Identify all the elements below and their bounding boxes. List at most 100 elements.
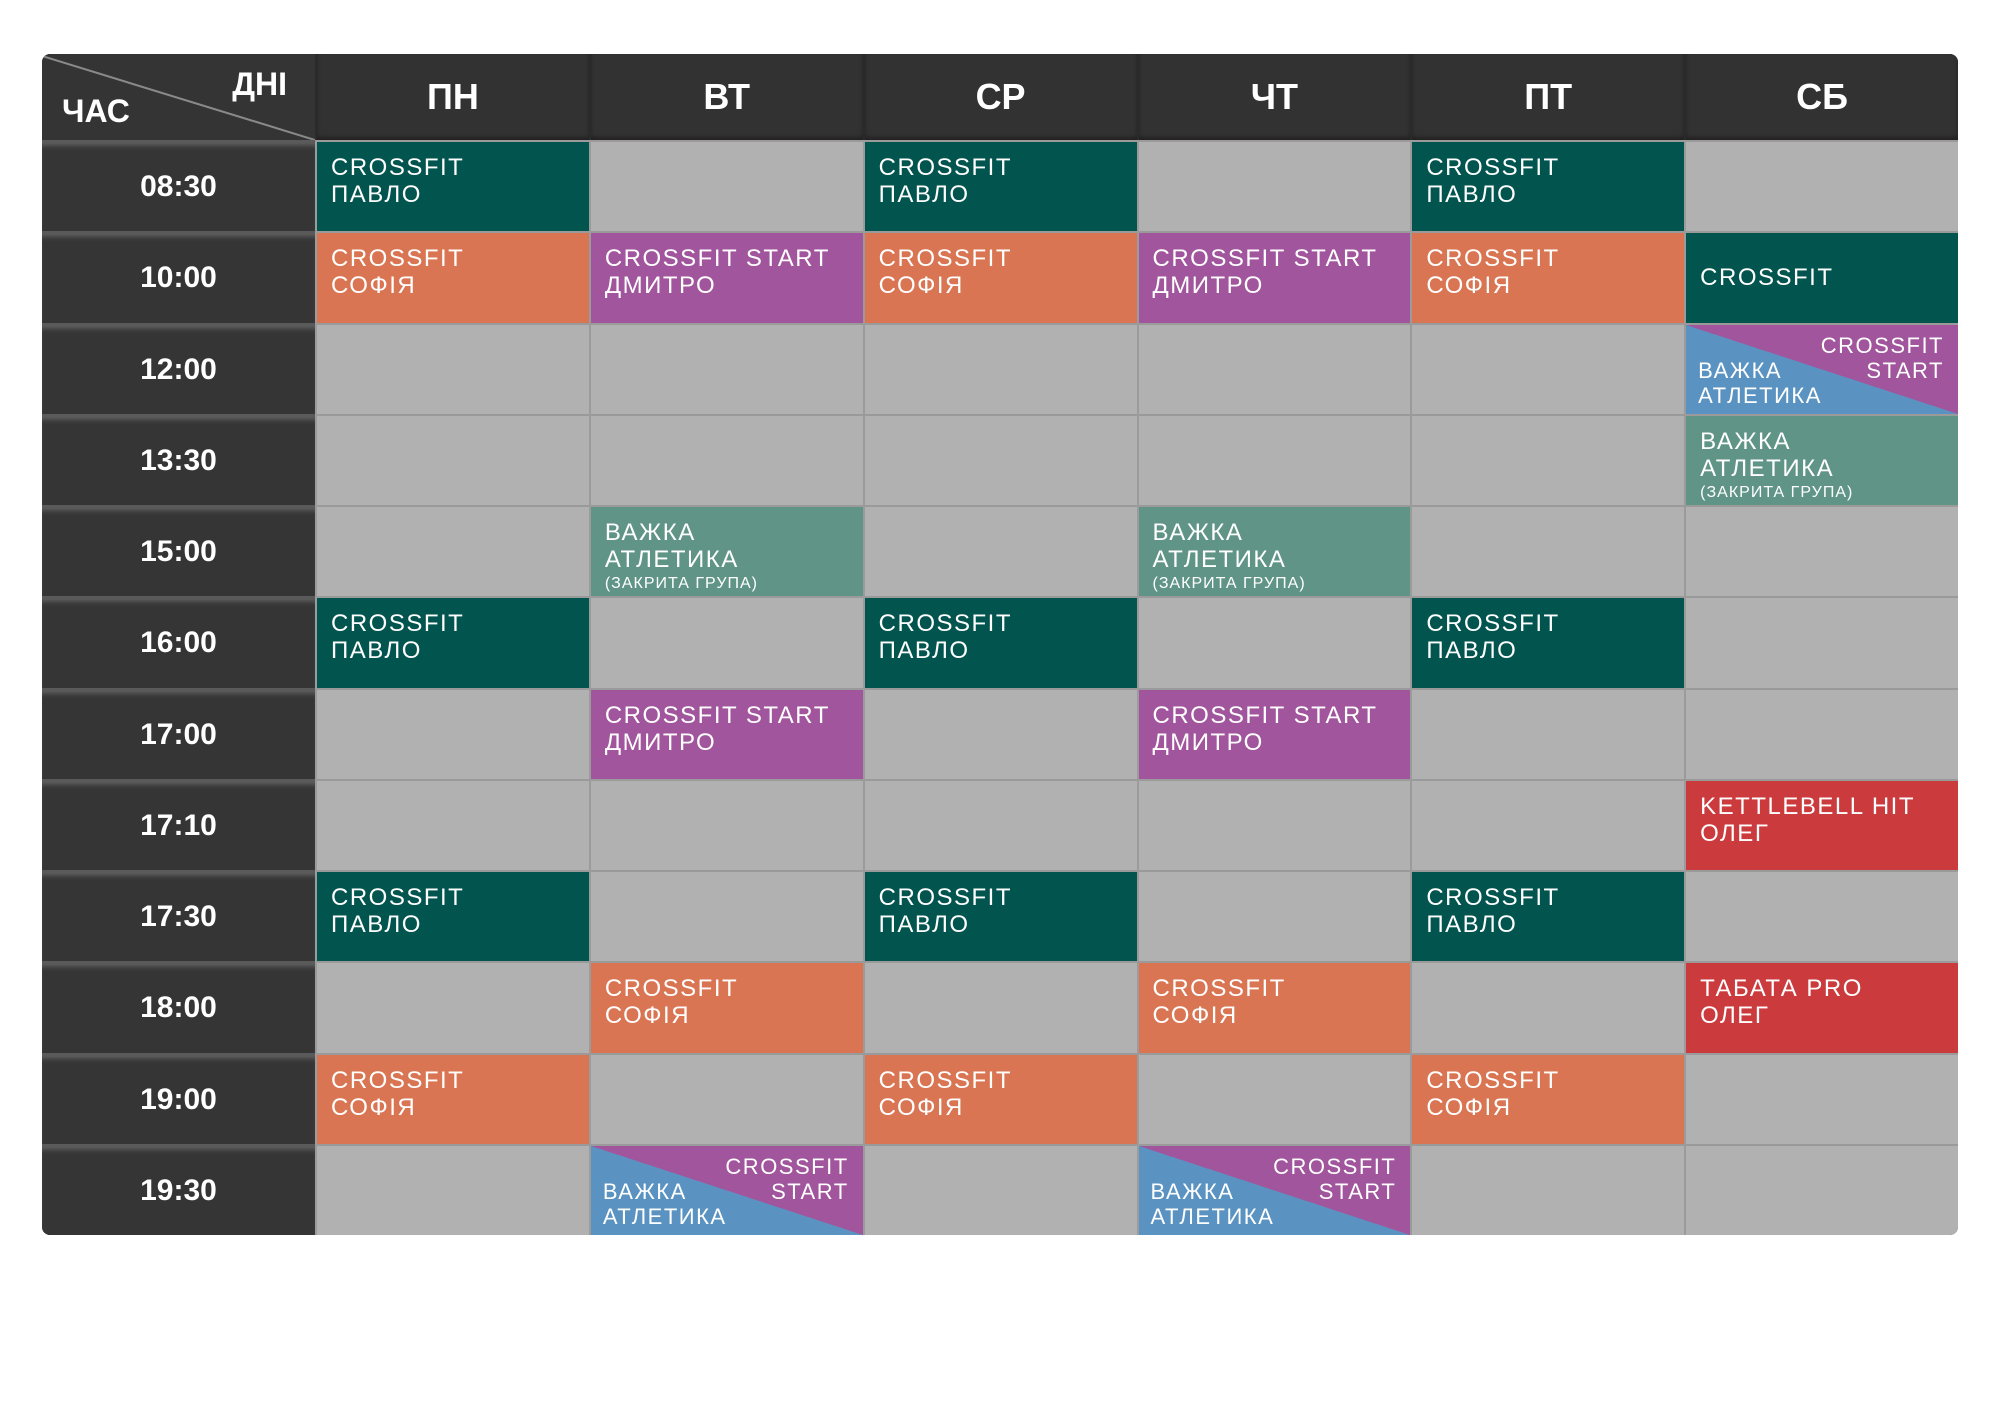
class-name: CROSSFIT — [331, 154, 465, 181]
empty-cell — [1684, 1052, 1958, 1144]
class-name-line: АТЛЕТИКА — [602, 1204, 727, 1229]
empty-cell — [1136, 596, 1411, 688]
empty-cell — [1136, 1052, 1411, 1144]
class-top-right: CROSSFIT START — [725, 1154, 848, 1204]
class-name-line: START — [1866, 357, 1944, 383]
empty-cell — [862, 778, 1137, 870]
class-text: CROSSFIT ПАВЛО — [879, 610, 1123, 664]
class-name: CROSSFIT START — [604, 701, 830, 729]
time-slot-label: 13:30 — [42, 413, 315, 505]
class-cell: CROSSFIT СОФІЯ — [862, 231, 1137, 323]
class-text: CROSSFIT СОФІЯ — [1426, 1067, 1670, 1121]
class-text: CROSSFIT СОФІЯ — [331, 1067, 575, 1121]
day-header: СБ — [1684, 54, 1958, 140]
empty-cell — [588, 322, 863, 414]
class-name: CROSSFIT — [331, 610, 465, 638]
empty-cell — [1410, 687, 1685, 779]
class-trainer: СОФІЯ — [1426, 1093, 1512, 1121]
class-cell: ТАБАТА PRO ОЛЕГ — [1684, 961, 1958, 1053]
class-trainer: ПАВЛО — [331, 911, 422, 938]
class-text: CROSSFIT START ДМИТРО — [605, 702, 849, 756]
empty-cell — [315, 413, 589, 505]
split-class-cell: CROSSFIT START ВАЖКА АТЛЕТИКА — [1136, 1143, 1411, 1235]
empty-cell — [315, 322, 589, 414]
time-slot-label: 12:00 — [42, 322, 315, 414]
empty-cell — [315, 961, 589, 1053]
class-text: CROSSFIT ПАВЛО — [331, 610, 575, 664]
class-name-line: ВАЖКА — [602, 1179, 687, 1204]
empty-cell — [862, 961, 1137, 1053]
class-text: ВАЖКА АТЛЕТИКА (ЗАКРИТА ГРУПА) — [1700, 428, 1944, 504]
class-cell: CROSSFIT START ДМИТРО — [588, 687, 863, 779]
empty-cell — [1410, 413, 1685, 505]
class-name: CROSSFIT — [1426, 1066, 1560, 1094]
class-cell: CROSSFIT ПАВЛО — [1410, 140, 1685, 232]
class-name: CROSSFIT — [1426, 154, 1560, 181]
empty-cell — [588, 870, 863, 962]
class-name: CROSSFIT — [878, 154, 1012, 181]
empty-cell — [1410, 778, 1685, 870]
empty-cell — [1410, 505, 1685, 597]
empty-cell — [862, 1143, 1137, 1235]
class-text: CROSSFIT СОФІЯ — [1426, 245, 1670, 299]
class-text: CROSSFIT START ДМИТРО — [605, 245, 849, 299]
empty-cell — [862, 687, 1137, 779]
class-name: CROSSFIT START — [1152, 245, 1378, 273]
class-trainer: ОЛЕГ — [1700, 819, 1770, 847]
class-trainer: ДМИТРО — [1152, 728, 1264, 756]
class-cell: CROSSFIT ПАВЛО — [862, 870, 1137, 962]
class-cell: CROSSFIT START ДМИТРО — [588, 231, 863, 323]
class-bottom-left: ВАЖКА АТЛЕТИКА — [603, 1179, 727, 1229]
class-trainer: СОФІЯ — [331, 272, 417, 300]
class-text: CROSSFIT ПАВЛО — [1426, 154, 1670, 208]
class-name-line: CROSSFIT — [1273, 1153, 1397, 1179]
class-name: CROSSFIT — [1426, 884, 1560, 911]
empty-cell — [1684, 505, 1958, 597]
day-header: ПТ — [1410, 54, 1685, 140]
empty-cell — [862, 322, 1137, 414]
class-cell: CROSSFIT — [1684, 231, 1958, 323]
empty-cell — [1136, 413, 1411, 505]
empty-cell — [588, 413, 863, 505]
class-text: CROSSFIT СОФІЯ — [879, 245, 1123, 299]
time-slot-label: 17:30 — [42, 870, 315, 962]
class-name-line: ВАЖКА — [1698, 357, 1783, 383]
empty-cell — [588, 778, 863, 870]
class-text: CROSSFIT ПАВЛО — [1426, 610, 1670, 664]
empty-cell — [315, 687, 589, 779]
class-name: ВАЖКА — [1152, 519, 1244, 546]
class-name-line: CROSSFIT — [1820, 332, 1944, 358]
class-trainer: ДМИТРО — [604, 728, 717, 756]
class-text: CROSSFIT ПАВЛО — [331, 154, 575, 208]
class-cell: CROSSFIT СОФІЯ — [1410, 231, 1685, 323]
class-name: CROSSFIT — [331, 884, 465, 911]
class-name: ВАЖКА — [1700, 427, 1792, 455]
time-label: ЧАС — [62, 93, 130, 129]
time-slot-label: 17:00 — [42, 687, 315, 779]
class-name: CROSSFIT — [878, 245, 1012, 273]
empty-cell — [1684, 687, 1958, 779]
day-header: ПН — [315, 54, 589, 140]
class-text: CROSSFIT СОФІЯ — [605, 975, 849, 1029]
empty-cell — [1410, 322, 1685, 414]
class-trainer: ПАВЛО — [1426, 181, 1518, 208]
class-name: KETTLEBELL HIT — [1700, 792, 1915, 820]
class-name: CROSSFIT — [878, 884, 1012, 911]
class-name: ТАБАТА PRO — [1700, 975, 1863, 1003]
class-bottom-left: ВАЖКА АТЛЕТИКА — [1698, 358, 1822, 408]
class-cell: CROSSFIT СОФІЯ — [315, 1052, 589, 1144]
class-text: CROSSFIT START ДМИТРО — [1153, 702, 1397, 756]
class-trainer: ОЛЕГ — [1700, 1002, 1770, 1030]
class-name: CROSSFIT — [604, 975, 739, 1003]
time-slot-label: 19:30 — [42, 1143, 315, 1235]
empty-cell — [1684, 140, 1958, 232]
class-name: CROSSFIT START — [1152, 701, 1378, 729]
class-name-line: CROSSFIT — [725, 1153, 849, 1179]
class-trainer: СОФІЯ — [1426, 272, 1512, 300]
class-name: CROSSFIT — [878, 1066, 1012, 1094]
empty-cell — [1410, 1143, 1685, 1235]
day-header: ВТ — [588, 54, 863, 140]
class-trainer: ДМИТРО — [1152, 272, 1264, 300]
class-cell: CROSSFIT ПАВЛО — [1410, 596, 1685, 688]
class-name-line: START — [771, 1178, 849, 1204]
